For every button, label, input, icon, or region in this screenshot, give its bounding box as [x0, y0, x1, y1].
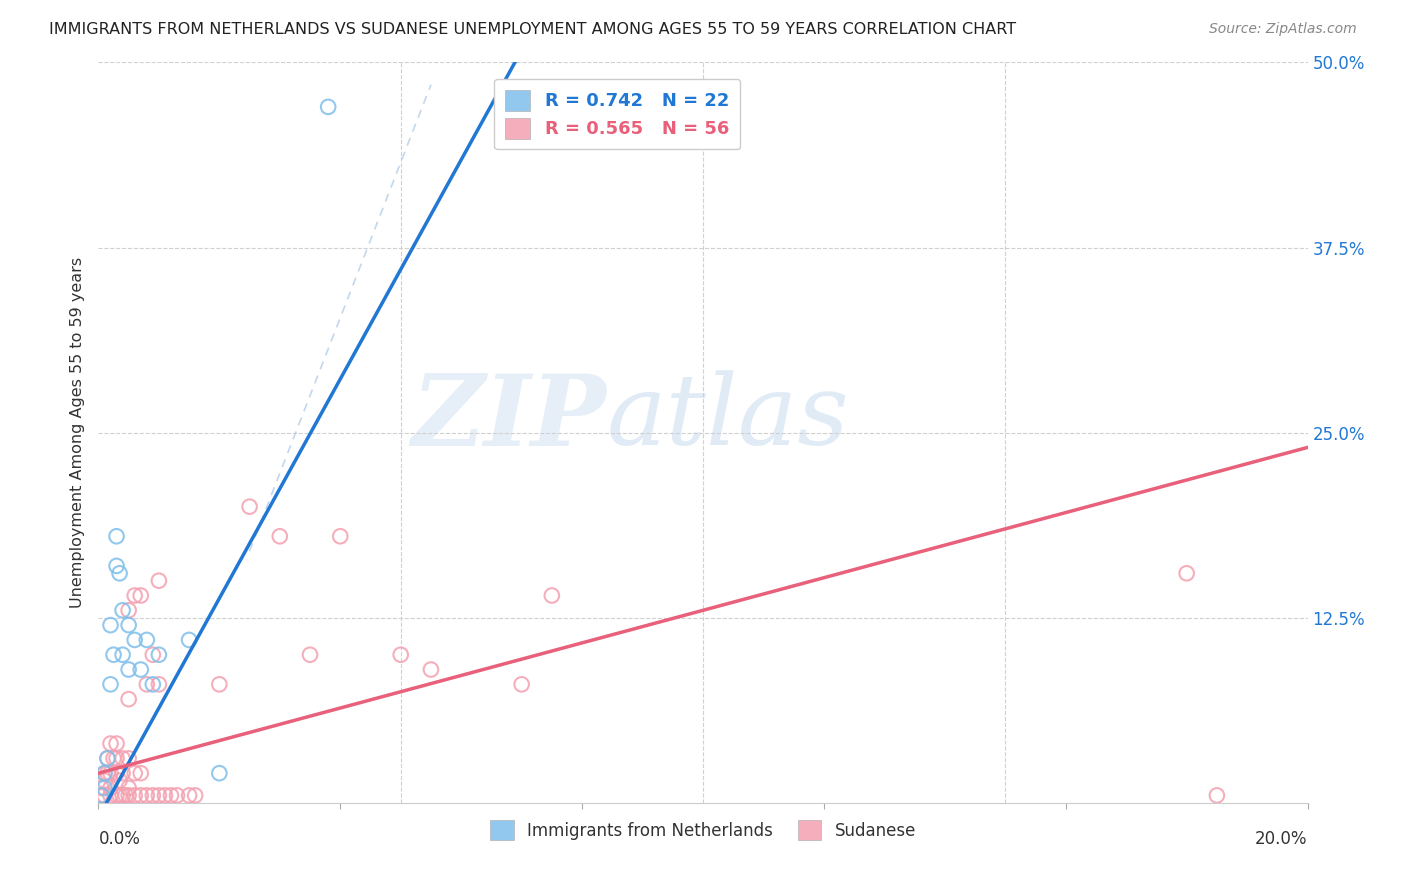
Point	[118, 603, 141, 617]
Point	[179, 632, 201, 647]
Point	[93, 773, 115, 788]
Point	[142, 789, 165, 803]
Point	[96, 751, 118, 765]
Point	[124, 766, 146, 780]
Point	[135, 677, 157, 691]
Text: atlas: atlas	[606, 370, 849, 466]
Text: Source: ZipAtlas.com: Source: ZipAtlas.com	[1209, 22, 1357, 37]
Point	[105, 737, 128, 751]
Point	[389, 648, 412, 662]
Point	[299, 648, 322, 662]
Point	[269, 529, 291, 543]
Point	[148, 574, 170, 588]
Point	[124, 632, 146, 647]
Point	[90, 789, 112, 803]
Point	[148, 648, 170, 662]
Point	[103, 751, 125, 765]
Text: IMMIGRANTS FROM NETHERLANDS VS SUDANESE UNEMPLOYMENT AMONG AGES 55 TO 59 YEARS C: IMMIGRANTS FROM NETHERLANDS VS SUDANESE …	[49, 22, 1017, 37]
Point	[111, 648, 134, 662]
Text: ZIP: ZIP	[412, 369, 606, 466]
Text: 0.0%: 0.0%	[98, 830, 141, 847]
Point	[540, 589, 562, 603]
Point	[93, 766, 115, 780]
Point	[316, 100, 339, 114]
Point	[184, 789, 207, 803]
Point	[105, 529, 128, 543]
Point	[108, 789, 131, 803]
Point	[111, 751, 134, 765]
Point	[148, 677, 170, 691]
Point	[129, 789, 152, 803]
Point	[114, 789, 136, 803]
Point	[124, 589, 146, 603]
Point	[135, 789, 157, 803]
Point	[160, 789, 183, 803]
Point	[329, 529, 352, 543]
Point	[118, 751, 141, 765]
Point	[166, 789, 188, 803]
Point	[93, 789, 115, 803]
Point	[96, 766, 118, 780]
Y-axis label: Unemployment Among Ages 55 to 59 years: Unemployment Among Ages 55 to 59 years	[69, 257, 84, 608]
Point	[1206, 789, 1229, 803]
Point	[103, 648, 125, 662]
Point	[111, 766, 134, 780]
Point	[100, 766, 122, 780]
Point	[510, 677, 533, 691]
Point	[108, 566, 131, 581]
Point	[1175, 566, 1198, 581]
Point	[129, 766, 152, 780]
Text: 20.0%: 20.0%	[1256, 830, 1308, 847]
Point	[118, 789, 141, 803]
Point	[90, 780, 112, 795]
Point	[100, 677, 122, 691]
Point	[118, 692, 141, 706]
Legend: Immigrants from Netherlands, Sudanese: Immigrants from Netherlands, Sudanese	[484, 814, 922, 847]
Point	[129, 663, 152, 677]
Point	[118, 780, 141, 795]
Point	[135, 632, 157, 647]
Point	[118, 618, 141, 632]
Point	[208, 677, 231, 691]
Point	[153, 789, 176, 803]
Point	[100, 780, 122, 795]
Point	[142, 677, 165, 691]
Point	[239, 500, 262, 514]
Point	[93, 780, 115, 795]
Point	[124, 789, 146, 803]
Point	[111, 789, 134, 803]
Point	[208, 766, 231, 780]
Point	[96, 751, 118, 765]
Point	[118, 663, 141, 677]
Point	[105, 789, 128, 803]
Point	[105, 751, 128, 765]
Point	[108, 773, 131, 788]
Point	[89, 789, 111, 803]
Point	[179, 789, 201, 803]
Point	[100, 789, 122, 803]
Point	[142, 648, 165, 662]
Point	[129, 589, 152, 603]
Point	[93, 766, 115, 780]
Point	[100, 618, 122, 632]
Point	[111, 603, 134, 617]
Point	[105, 558, 128, 573]
Point	[148, 789, 170, 803]
Point	[105, 766, 128, 780]
Point	[420, 663, 443, 677]
Point	[100, 737, 122, 751]
